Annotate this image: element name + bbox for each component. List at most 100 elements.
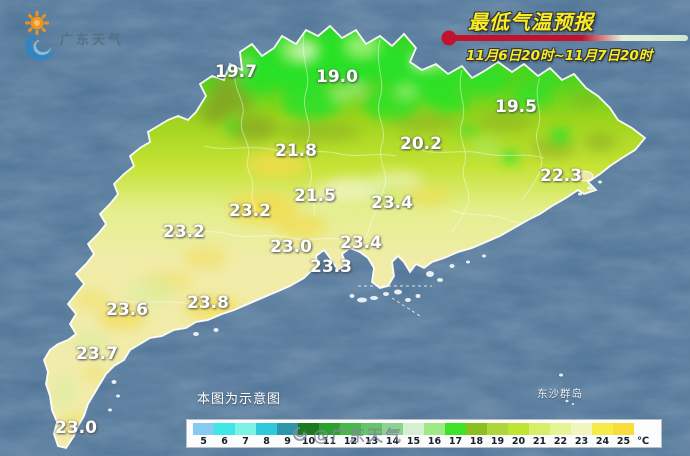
legend-stop-label: 13	[364, 436, 379, 447]
legend-swatches: 5 6 7 8 9 10 11 12 13 14 15 16 17 18 19 20 21 22 23 24 25	[193, 423, 634, 447]
legend-swatch-color	[403, 423, 424, 435]
legend-swatch-color	[550, 423, 571, 435]
legend-swatch-color	[592, 423, 613, 435]
legend-swatch-color	[571, 423, 592, 435]
legend-stop: 5	[193, 423, 214, 447]
legend-swatch-color	[382, 423, 403, 435]
temp-label: 23.0	[55, 418, 97, 438]
legend-swatch-color	[466, 423, 487, 435]
temp-label: 19.5	[495, 97, 537, 117]
legend-stop: 10	[298, 423, 319, 447]
sun-icon	[25, 11, 49, 35]
legend-stop-label: 11	[322, 436, 337, 447]
legend-stop-label: 7	[242, 436, 249, 447]
temp-label: 19.0	[316, 67, 358, 87]
legend-stop-label: 8	[263, 436, 270, 447]
legend-stop: 22	[550, 423, 571, 447]
temp-label: 23.4	[371, 193, 413, 213]
temp-label: 23.3	[310, 257, 352, 277]
legend-swatch-color	[445, 423, 466, 435]
forecast-period: 11月6日20时~11月7日20时	[466, 48, 653, 64]
legend-stop: 6	[214, 423, 235, 447]
legend-stop-label: 22	[553, 436, 568, 447]
legend-swatch-color	[529, 423, 550, 435]
legend-stop: 11	[319, 423, 340, 447]
legend-stop-label: 5	[200, 436, 207, 447]
islands	[108, 170, 602, 412]
temp-label: 22.3	[540, 166, 582, 186]
temp-label: 23.7	[76, 344, 118, 364]
temp-label: 23.6	[106, 300, 148, 320]
legend-stop: 7	[235, 423, 256, 447]
legend-stop-label: 12	[343, 436, 358, 447]
dongsha-islands-label: 东沙群岛	[537, 388, 583, 400]
legend-stop: 14	[382, 423, 403, 447]
legend-stop: 16	[424, 423, 445, 447]
legend-stop-label: 16	[427, 436, 442, 447]
logo-icon	[25, 11, 55, 61]
legend-stop-label: 20	[511, 436, 526, 447]
legend-swatch-color	[256, 423, 277, 435]
legend-stop-label: 9	[284, 436, 291, 447]
legend-swatch-color	[235, 423, 256, 435]
legend-stop-label: 10	[301, 436, 316, 447]
temperature-legend: 5 6 7 8 9 10 11 12 13 14 15 16 17 18 19 20 21 22 23 24 25 ℃	[186, 419, 662, 448]
district-borders	[119, 33, 553, 305]
thermometer-graphic	[441, 30, 688, 46]
legend-stop: 24	[592, 423, 613, 447]
temp-label: 23.2	[163, 222, 205, 242]
legend-stop-label: 17	[448, 436, 463, 447]
legend-stop-label: 19	[490, 436, 505, 447]
legend-stop-label: 14	[385, 436, 400, 447]
logo-text: 广东天气	[60, 33, 125, 48]
temp-label: 23.4	[340, 233, 382, 253]
legend-swatch-color	[214, 423, 235, 435]
legend-stop: 15	[403, 423, 424, 447]
legend-stop: 25	[613, 423, 634, 447]
legend-swatch-color	[193, 423, 214, 435]
legend-swatch-color	[298, 423, 319, 435]
temp-label: 23.8	[187, 293, 229, 313]
legend-swatch-color	[487, 423, 508, 435]
station-logo: 广东天气	[20, 8, 170, 64]
legend-stop-label: 15	[406, 436, 421, 447]
temp-label: 20.2	[400, 134, 442, 154]
legend-stop: 19	[487, 423, 508, 447]
title-block: 最低气温预报 11月6日20时~11月7日20时	[441, 4, 690, 66]
legend-stop: 13	[361, 423, 382, 447]
legend-stop: 17	[445, 423, 466, 447]
legend-stop-label: 24	[595, 436, 610, 447]
legend-stop: 23	[571, 423, 592, 447]
legend-stop: 8	[256, 423, 277, 447]
legend-stop-label: 6	[221, 436, 228, 447]
temp-label: 21.8	[275, 141, 317, 161]
map-title: 最低气温预报	[468, 10, 594, 34]
legend-swatch-color	[424, 423, 445, 435]
legend-stop: 9	[277, 423, 298, 447]
legend-stop: 20	[508, 423, 529, 447]
legend-swatch-color	[613, 423, 634, 435]
map-note: 本图为示意图	[197, 392, 282, 407]
thermometer-bulb	[441, 30, 457, 46]
legend-swatch-color	[361, 423, 382, 435]
maritime-dashes	[358, 285, 432, 317]
legend-stop-label: 21	[532, 436, 547, 447]
legend-stop-label: 18	[469, 436, 484, 447]
temp-label: 21.5	[294, 186, 336, 206]
legend-stop: 18	[466, 423, 487, 447]
legend-stop-label: 25	[616, 436, 631, 447]
legend-swatch-color	[319, 423, 340, 435]
temp-label: 23.2	[229, 201, 271, 221]
temp-label: 19.7	[215, 62, 257, 82]
legend-stop-label: 23	[574, 436, 589, 447]
legend-swatch-color	[508, 423, 529, 435]
typhoon-swirl-icon	[25, 34, 55, 61]
legend-stop: 21	[529, 423, 550, 447]
legend-stop: 12	[340, 423, 361, 447]
legend-swatch-color	[340, 423, 361, 435]
legend-swatch-color	[277, 423, 298, 435]
legend-unit: ℃	[637, 436, 650, 447]
temp-label: 23.0	[270, 237, 312, 257]
